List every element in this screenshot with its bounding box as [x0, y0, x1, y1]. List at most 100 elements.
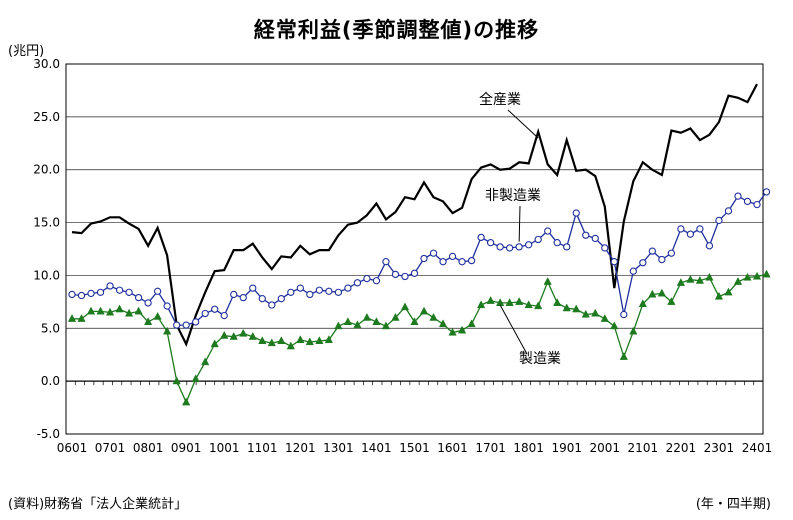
y-tick-label: 20.0 — [33, 163, 60, 177]
data-point-manufacturing — [515, 297, 524, 305]
y-tick-label: -5.0 — [37, 427, 60, 441]
data-point-manufacturing — [572, 304, 581, 313]
series-label: 非製造業 — [485, 188, 541, 204]
data-point-non-manufacturing — [572, 209, 580, 217]
data-point-manufacturing — [362, 312, 372, 321]
data-point-non-manufacturing — [173, 321, 181, 329]
data-point-manufacturing — [752, 271, 762, 280]
x-tick-label: 1401 — [361, 441, 392, 455]
data-point-non-manufacturing — [192, 318, 200, 326]
data-point-manufacturing — [438, 319, 448, 328]
x-tick-label: 1201 — [285, 441, 316, 455]
data-point-non-manufacturing — [96, 288, 105, 296]
data-point-non-manufacturing — [448, 252, 457, 261]
x-tick-label: 1601 — [437, 441, 468, 455]
data-point-non-manufacturing — [439, 258, 447, 266]
y-axis-unit-label: (兆円) — [8, 44, 45, 59]
data-point-non-manufacturing — [306, 290, 314, 299]
data-point-non-manufacturing — [401, 272, 409, 281]
data-point-non-manufacturing — [201, 309, 209, 318]
data-point-manufacturing — [305, 337, 314, 346]
data-point-non-manufacturing — [610, 258, 618, 266]
data-point-manufacturing — [610, 321, 619, 330]
leader-line — [499, 304, 528, 355]
data-point-non-manufacturing — [477, 233, 485, 242]
data-point-non-manufacturing — [667, 249, 676, 257]
x-tick-label: 1901 — [551, 441, 582, 455]
data-point-manufacturing — [667, 297, 676, 305]
data-point-manufacturing — [686, 274, 695, 283]
data-point-manufacturing — [648, 289, 657, 298]
data-point-non-manufacturing — [182, 321, 190, 329]
x-axis-unit-label: (年・四半期) — [695, 497, 771, 512]
data-point-non-manufacturing — [686, 230, 695, 238]
data-point-manufacturing — [115, 304, 124, 313]
data-point-manufacturing — [476, 300, 486, 309]
y-tick-label: 5.0 — [41, 321, 60, 335]
data-point-manufacturing — [124, 308, 134, 317]
data-point-non-manufacturing — [372, 277, 381, 285]
data-point-non-manufacturing — [334, 288, 343, 296]
data-point-manufacturing — [410, 317, 419, 325]
data-point-non-manufacturing — [325, 287, 333, 295]
y-tick-label: 25.0 — [33, 110, 60, 124]
data-point-manufacturing — [553, 298, 562, 306]
x-tick-label: 1501 — [399, 441, 430, 455]
data-point-manufacturing — [400, 302, 410, 311]
data-point-non-manufacturing — [724, 207, 733, 215]
data-point-manufacturing — [600, 314, 609, 322]
data-point-non-manufacturing — [144, 299, 152, 307]
data-point-non-manufacturing — [239, 293, 247, 302]
data-point-manufacturing — [286, 341, 295, 350]
y-tick-label: 10.0 — [33, 268, 60, 282]
data-point-manufacturing — [296, 335, 305, 343]
data-point-non-manufacturing — [353, 279, 362, 287]
data-point-non-manufacturing — [696, 225, 704, 233]
data-point-non-manufacturing — [163, 302, 171, 310]
data-point-non-manufacturing — [753, 200, 761, 209]
data-point-non-manufacturing — [582, 231, 590, 239]
data-point-manufacturing — [67, 314, 77, 322]
data-point-non-manufacturing — [115, 286, 124, 294]
data-point-manufacturing — [429, 312, 438, 321]
data-point-manufacturing — [334, 321, 343, 330]
data-point-non-manufacturing — [153, 287, 162, 295]
data-point-non-manufacturing — [391, 270, 400, 279]
data-point-manufacturing — [629, 326, 638, 335]
data-point-manufacturing — [657, 288, 666, 297]
data-point-manufacturing — [714, 291, 724, 300]
x-tick-label: 2001 — [590, 441, 621, 455]
data-point-manufacturing — [86, 306, 96, 315]
chart-title: 経常利益(季節調整値)の推移 — [253, 18, 540, 42]
data-point-non-manufacturing — [230, 290, 238, 299]
leader-line — [507, 109, 539, 139]
data-point-non-manufacturing — [87, 289, 95, 298]
data-point-non-manufacturing — [134, 293, 143, 302]
data-point-non-manufacturing — [715, 216, 723, 225]
data-point-non-manufacturing — [544, 227, 552, 235]
data-point-non-manufacturing — [743, 197, 752, 206]
data-point-manufacturing — [381, 321, 391, 330]
data-point-manufacturing — [524, 300, 533, 309]
series-label: 全産業 — [479, 91, 521, 108]
data-point-non-manufacturing — [410, 269, 419, 277]
data-point-non-manufacturing — [525, 241, 533, 249]
data-point-non-manufacturing — [277, 295, 285, 303]
data-point-non-manufacturing — [296, 284, 304, 292]
data-point-non-manufacturing — [648, 247, 656, 255]
data-point-manufacturing — [724, 287, 733, 296]
data-point-non-manufacturing — [486, 239, 495, 247]
data-point-non-manufacturing — [553, 239, 561, 247]
data-point-non-manufacturing — [77, 291, 86, 300]
data-point-non-manufacturing — [268, 301, 276, 309]
data-point-non-manufacturing — [629, 267, 637, 275]
x-tick-label: 0901 — [171, 441, 202, 455]
x-tick-label: 0601 — [57, 441, 88, 455]
data-point-non-manufacturing — [287, 288, 295, 296]
x-tick-label: 2401 — [742, 441, 773, 455]
data-point-manufacturing — [457, 325, 467, 334]
data-point-non-manufacturing — [220, 311, 228, 320]
data-point-manufacturing — [229, 332, 238, 340]
data-point-manufacturing — [391, 312, 400, 321]
data-point-manufacturing — [191, 374, 200, 383]
